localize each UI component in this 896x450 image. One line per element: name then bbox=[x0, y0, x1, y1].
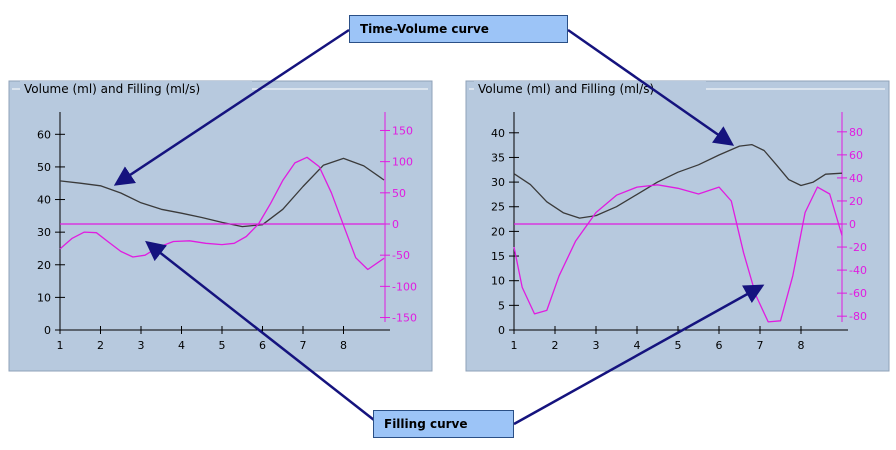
y-right-tick-label: 100 bbox=[392, 156, 413, 169]
y-right-tick-label: 60 bbox=[849, 149, 863, 162]
x-tick-label: 2 bbox=[97, 339, 104, 352]
x-tick-label: 3 bbox=[593, 339, 600, 352]
left-chart-title-bg bbox=[20, 81, 252, 97]
y-right-tick-label: -20 bbox=[849, 241, 867, 254]
x-tick-label: 7 bbox=[757, 339, 764, 352]
arrow-time-volume-left bbox=[113, 28, 350, 186]
y-left-tick-label: 0 bbox=[498, 324, 505, 337]
arrow-filling-right bbox=[513, 284, 765, 426]
arrow-time-volume-right bbox=[567, 28, 735, 146]
volume-curve bbox=[513, 143, 843, 219]
y-right-tick-label: 150 bbox=[392, 124, 413, 137]
annotation-arrows bbox=[113, 28, 765, 426]
x-tick-label: 1 bbox=[57, 339, 64, 352]
filling-curve bbox=[59, 156, 385, 271]
volume-curve bbox=[59, 157, 385, 228]
left-chart-panel: Volume (ml) and Filling (ml/s) 010203040… bbox=[8, 80, 433, 372]
x-tick-label: 5 bbox=[675, 339, 682, 352]
y-left-tick-label: 35 bbox=[491, 151, 505, 164]
y-right-tick-label: 0 bbox=[849, 218, 856, 231]
y-left-tick-label: 15 bbox=[491, 250, 505, 263]
y-left-tick-label: 10 bbox=[37, 291, 51, 304]
x-tick-label: 8 bbox=[798, 339, 805, 352]
left-chart-plot: 0 10 20 30 40 50 60 -150 -100 -50 0 50 100 150 1 2 3 4 5 6 7… bbox=[37, 112, 417, 352]
y-left-tick-label: 10 bbox=[491, 275, 505, 288]
y-right-tick-label: -60 bbox=[849, 287, 867, 300]
x-tick-label: 7 bbox=[300, 339, 307, 352]
time-volume-callout: Time-Volume curve bbox=[349, 15, 568, 43]
x-tick-label: 1 bbox=[511, 339, 518, 352]
y-right-tick-label: 40 bbox=[849, 172, 863, 185]
y-right-tick-label: -100 bbox=[392, 280, 417, 293]
right-chart-panel: Volume (ml) and Filling (ml/s) 051015202… bbox=[465, 80, 890, 372]
y-right-tick-label: -150 bbox=[392, 312, 417, 325]
y-left-tick-label: 30 bbox=[37, 226, 51, 239]
x-tick-label: 5 bbox=[219, 339, 226, 352]
right-chart-title: Volume (ml) and Filling (ml/s) bbox=[478, 82, 654, 96]
filling-callout: Filling curve bbox=[373, 410, 514, 438]
y-left-tick-label: 40 bbox=[491, 127, 505, 140]
x-tick-label: 6 bbox=[716, 339, 723, 352]
y-left-tick-label: 20 bbox=[491, 225, 505, 238]
x-tick-label: 6 bbox=[259, 339, 266, 352]
y-left-tick-label: 0 bbox=[44, 324, 51, 337]
y-left-tick-label: 5 bbox=[498, 299, 505, 312]
left-chart-title: Volume (ml) and Filling (ml/s) bbox=[24, 82, 200, 96]
x-tick-label: 4 bbox=[634, 339, 641, 352]
x-tick-label: 3 bbox=[138, 339, 145, 352]
y-right-tick-label: 50 bbox=[392, 187, 406, 200]
y-right-tick-label: -40 bbox=[849, 264, 867, 277]
x-tick-label: 2 bbox=[552, 339, 559, 352]
y-left-tick-label: 25 bbox=[491, 201, 505, 214]
y-left-tick-label: 40 bbox=[37, 194, 51, 207]
y-left-tick-label: 20 bbox=[37, 259, 51, 272]
y-right-tick-label: -80 bbox=[849, 310, 867, 323]
right-chart-background bbox=[465, 80, 890, 372]
left-chart-background bbox=[8, 80, 433, 372]
y-right-tick-label: 0 bbox=[392, 218, 399, 231]
y-left-tick-label: 30 bbox=[491, 176, 505, 189]
filling-curve bbox=[513, 184, 843, 323]
y-left-tick-label: 50 bbox=[37, 161, 51, 174]
x-tick-label: 8 bbox=[340, 339, 347, 352]
y-right-tick-label: -50 bbox=[392, 249, 410, 262]
y-right-tick-label: 80 bbox=[849, 126, 863, 139]
y-left-tick-label: 60 bbox=[37, 128, 51, 141]
arrow-filling-left bbox=[145, 240, 375, 421]
x-tick-label: 4 bbox=[178, 339, 185, 352]
y-right-tick-label: 20 bbox=[849, 195, 863, 208]
